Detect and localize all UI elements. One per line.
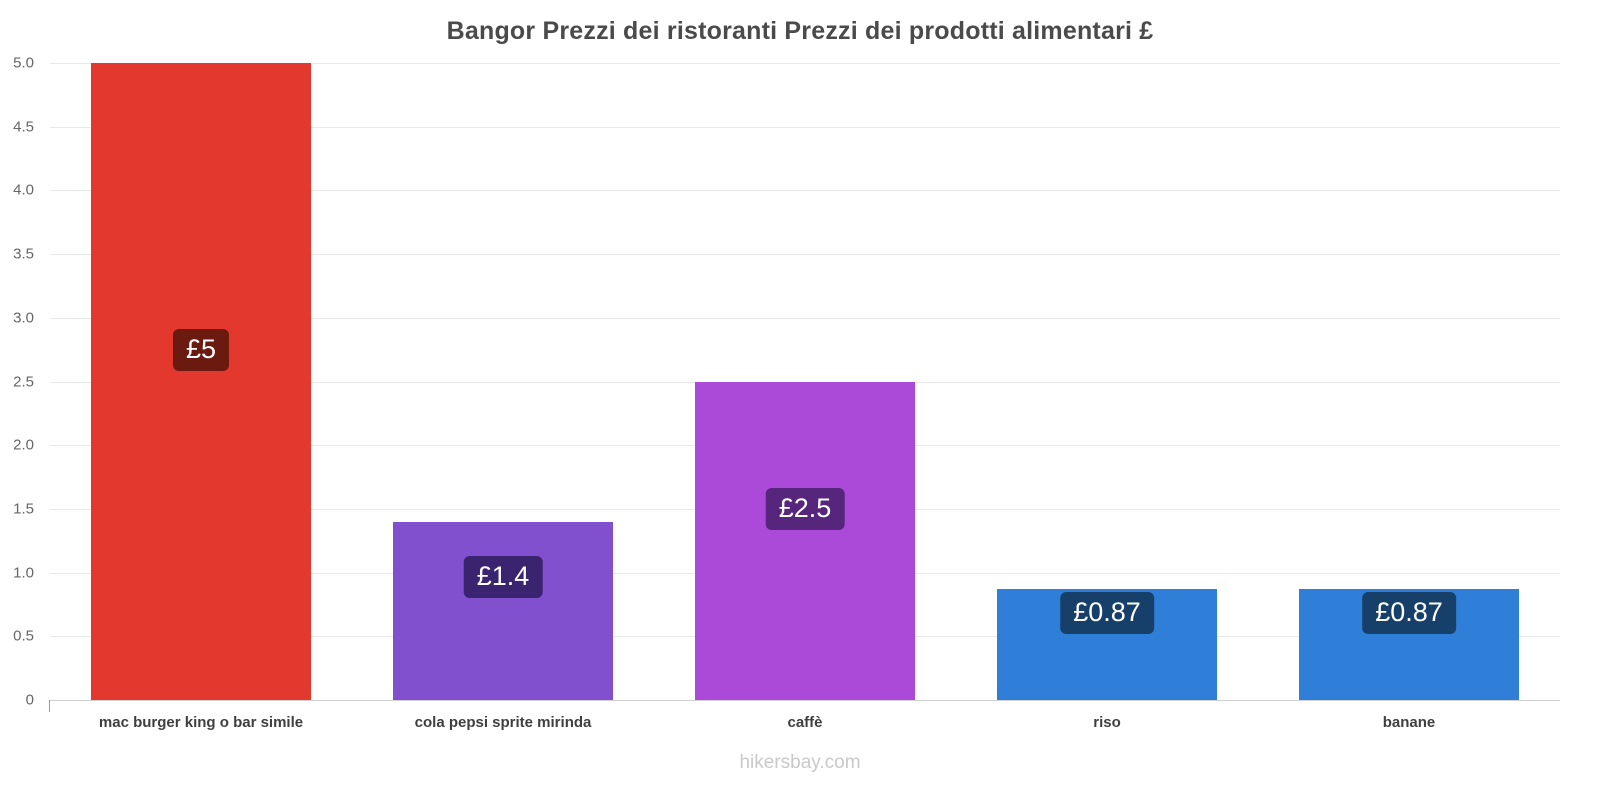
bar-value-label: £1.4 [463,555,543,598]
gridline [50,700,1560,701]
bar-value-label: £0.87 [1060,592,1154,635]
y-tick-label: 2.5 [13,373,34,390]
gridline [50,317,1560,319]
y-tick-label: 2.0 [13,436,34,454]
bar-value-label: £2.5 [765,487,845,530]
watermark-text: hikersbay.com [739,752,861,773]
gridline [50,254,1560,256]
y-axis: 0 0.5 1.0 1.5 2.0 2.5 3.0 3.5 4.0 4.5 5.0 [0,55,42,709]
bar-value-label: £0.87 [1362,592,1456,635]
x-axis-labels: mac burger king o bar simile cola pepsi s… [50,714,1560,738]
x-category-label: riso [1093,714,1121,731]
bar-3: £2.5 [695,381,915,700]
x-category-label: banane [1382,714,1436,731]
gridline [50,126,1560,128]
x-category-label: mac burger king o bar simile [98,714,304,731]
y-tick-label: 3.5 [13,245,34,263]
bar-4: £0.87 [997,589,1217,700]
chart-title: Bangor Prezzi dei ristoranti Prezzi dei … [446,17,1154,45]
x-category-label: caffè [787,714,823,731]
bar-2: £1.4 [393,521,613,700]
x-category-label: cola pepsi sprite mirinda [414,714,592,731]
gridline [50,190,1560,192]
bar-1: £5 [91,63,311,700]
bar-value-label: £5 [172,328,230,371]
y-tick-label: 5.0 [13,54,34,72]
gridline [50,63,1560,64]
y-tick-label: 3.0 [13,309,34,327]
y-tick-label: 0 [25,691,34,709]
y-tick-label: 1.0 [13,564,34,582]
x-axis-tick [49,700,50,712]
bar-5: £0.87 [1299,589,1519,700]
plot-area: £5 £1.4 £2.5 £0.87 £0.87 [50,63,1560,701]
y-tick-label: 4.5 [13,118,34,136]
y-tick-label: 1.5 [13,500,34,518]
y-tick-label: 4.0 [13,181,34,199]
y-tick-label: 0.5 [13,627,34,645]
